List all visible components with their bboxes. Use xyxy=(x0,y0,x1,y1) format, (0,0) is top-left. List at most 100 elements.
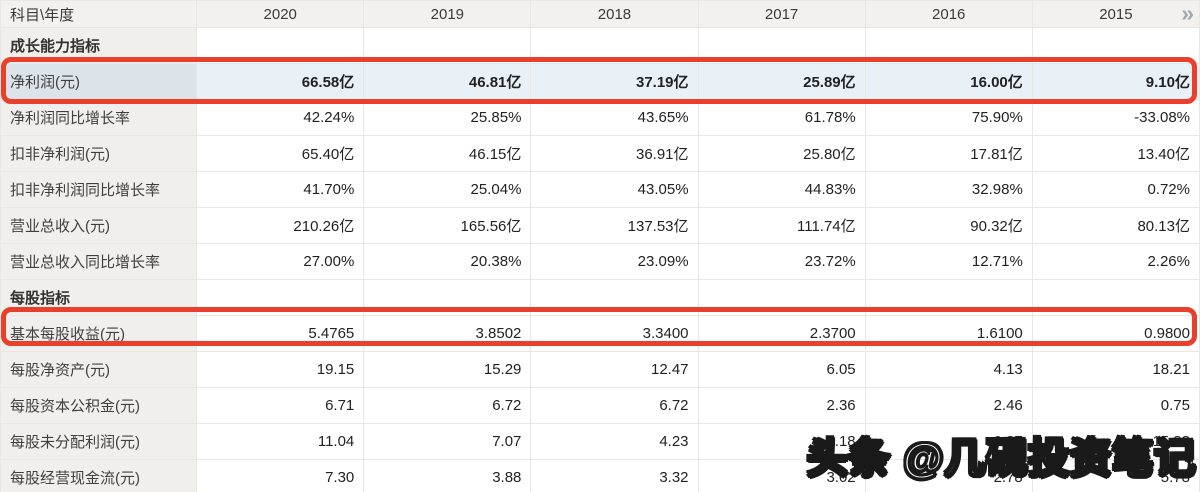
cell: -33.08% xyxy=(1031,99,1200,136)
cell: 18.21 xyxy=(1031,351,1200,388)
cell: 41.70% xyxy=(196,171,365,208)
cell: 6.71 xyxy=(196,387,365,424)
row-label: 每股净资产(元) xyxy=(0,351,198,388)
cell: 0.72% xyxy=(1031,171,1200,208)
cell: 2.3700 xyxy=(697,315,866,352)
row-net-assets-per-share: 每股净资产(元) 19.15 15.29 12.47 6.05 4.13 18.… xyxy=(0,351,1200,388)
row-label: 每股未分配利润(元) xyxy=(0,423,198,460)
row-total-revenue: 营业总收入(元) 210.26亿 165.56亿 137.53亿 111.74亿… xyxy=(0,207,1200,244)
corner-header: 科目\年度 xyxy=(0,0,198,28)
cell xyxy=(697,279,866,316)
cell: 0.75 xyxy=(1031,387,1200,424)
cell: 3.3400 xyxy=(530,315,699,352)
row-label: 扣非净利润(元) xyxy=(0,135,198,172)
year-header-2015: 2015 xyxy=(1031,0,1200,28)
cell: 5.4765 xyxy=(196,315,365,352)
cell: 66.58亿 xyxy=(196,63,365,100)
section-row-growth: 成长能力指标 xyxy=(0,27,1200,64)
row-basic-eps: 基本每股收益(元) 5.4765 3.8502 3.3400 2.3700 1.… xyxy=(0,315,1200,352)
cell: 27.00% xyxy=(196,243,365,280)
cell: 75.90% xyxy=(864,99,1033,136)
cell: 6.72 xyxy=(530,387,699,424)
cell: 0.27 xyxy=(864,423,1033,460)
row-total-revenue-growth: 营业总收入同比增长率 27.00% 20.38% 23.09% 23.72% 1… xyxy=(0,243,1200,280)
row-net-profit-growth: 净利润同比增长率 42.24% 25.85% 43.65% 61.78% 75.… xyxy=(0,99,1200,136)
cell: 13.40亿 xyxy=(1031,135,1200,172)
row-capital-reserve-per-share: 每股资本公积金(元) 6.71 6.72 6.72 2.36 2.46 0.75 xyxy=(0,387,1200,424)
watermark: 头条 @几砚投资笔记 xyxy=(806,434,1196,482)
cell: 7.07 xyxy=(363,423,532,460)
row-label: 每股经营现金流(元) xyxy=(0,459,198,492)
more-years-icon[interactable]: » xyxy=(1181,0,1194,26)
row-label: 每股指标 xyxy=(0,279,198,316)
cell: 3.8502 xyxy=(363,315,532,352)
cell: 16.00亿 xyxy=(864,63,1033,100)
cell: 5.78 xyxy=(1031,459,1200,492)
cell xyxy=(697,27,866,64)
cell xyxy=(864,27,1033,64)
cell xyxy=(1031,27,1200,64)
row-label: 营业总收入(元) xyxy=(0,207,198,244)
cell: 2.78 xyxy=(864,459,1033,492)
cell: 80.13亿 xyxy=(1031,207,1200,244)
cell xyxy=(530,27,699,64)
row-undistributed-profit-per-share: 每股未分配利润(元) 11.04 7.07 4.23 2.18 0.27 15.… xyxy=(0,423,1200,460)
cell xyxy=(363,279,532,316)
cell xyxy=(196,27,365,64)
cell: 25.89亿 xyxy=(697,63,866,100)
row-deducted-net-profit-growth: 扣非净利润同比增长率 41.70% 25.04% 43.05% 44.83% 3… xyxy=(0,171,1200,208)
cell: 2.36 xyxy=(697,387,866,424)
cell: 2.18 xyxy=(697,423,866,460)
cell: 9.10亿 xyxy=(1031,63,1200,100)
row-net-profit: 净利润(元) 66.58亿 46.81亿 37.19亿 25.89亿 16.00… xyxy=(0,63,1200,100)
cell: 44.83% xyxy=(697,171,866,208)
cell: 36.91亿 xyxy=(530,135,699,172)
cell: 15.29 xyxy=(363,351,532,388)
cell: 12.47 xyxy=(530,351,699,388)
cell: 46.15亿 xyxy=(363,135,532,172)
cell: 1.6100 xyxy=(864,315,1033,352)
cell: 6.72 xyxy=(363,387,532,424)
cell: 37.19亿 xyxy=(530,63,699,100)
year-header-2016: 2016 xyxy=(864,0,1033,28)
row-operating-cash-flow-per-share: 每股经营现金流(元) 7.30 3.88 3.32 3.02 2.78 5.78 xyxy=(0,459,1200,492)
cell xyxy=(196,279,365,316)
row-label: 净利润同比增长率 xyxy=(0,99,198,136)
cell: 20.38% xyxy=(363,243,532,280)
year-header-2019: 2019 xyxy=(363,0,532,28)
cell: 7.30 xyxy=(196,459,365,492)
cell: 32.98% xyxy=(864,171,1033,208)
cell: 210.26亿 xyxy=(196,207,365,244)
row-label: 扣非净利润同比增长率 xyxy=(0,171,198,208)
cell: 0.9800 xyxy=(1031,315,1200,352)
cell: 6.05 xyxy=(697,351,866,388)
cell: 43.65% xyxy=(530,99,699,136)
row-label: 净利润(元) xyxy=(0,63,198,100)
cell: 2.26% xyxy=(1031,243,1200,280)
cell: 90.32亿 xyxy=(864,207,1033,244)
row-label: 成长能力指标 xyxy=(0,27,198,64)
header-row: 科目\年度 2020 2019 2018 2017 2016 2015 xyxy=(0,0,1200,28)
cell: 42.24% xyxy=(196,99,365,136)
cell: 46.81亿 xyxy=(363,63,532,100)
cell: 11.04 xyxy=(196,423,365,460)
cell: 4.13 xyxy=(864,351,1033,388)
cell: 19.15 xyxy=(196,351,365,388)
cell xyxy=(530,279,699,316)
year-header-2018: 2018 xyxy=(530,0,699,28)
cell: 137.53亿 xyxy=(530,207,699,244)
row-label: 营业总收入同比增长率 xyxy=(0,243,198,280)
cell xyxy=(363,27,532,64)
cell xyxy=(1031,279,1200,316)
cell: 3.32 xyxy=(530,459,699,492)
cell: 2.46 xyxy=(864,387,1033,424)
cell: 4.23 xyxy=(530,423,699,460)
cell: 25.85% xyxy=(363,99,532,136)
cell xyxy=(864,279,1033,316)
year-header-2017: 2017 xyxy=(697,0,866,28)
cell: 3.02 xyxy=(697,459,866,492)
cell: 65.40亿 xyxy=(196,135,365,172)
year-header-2020: 2020 xyxy=(196,0,365,28)
